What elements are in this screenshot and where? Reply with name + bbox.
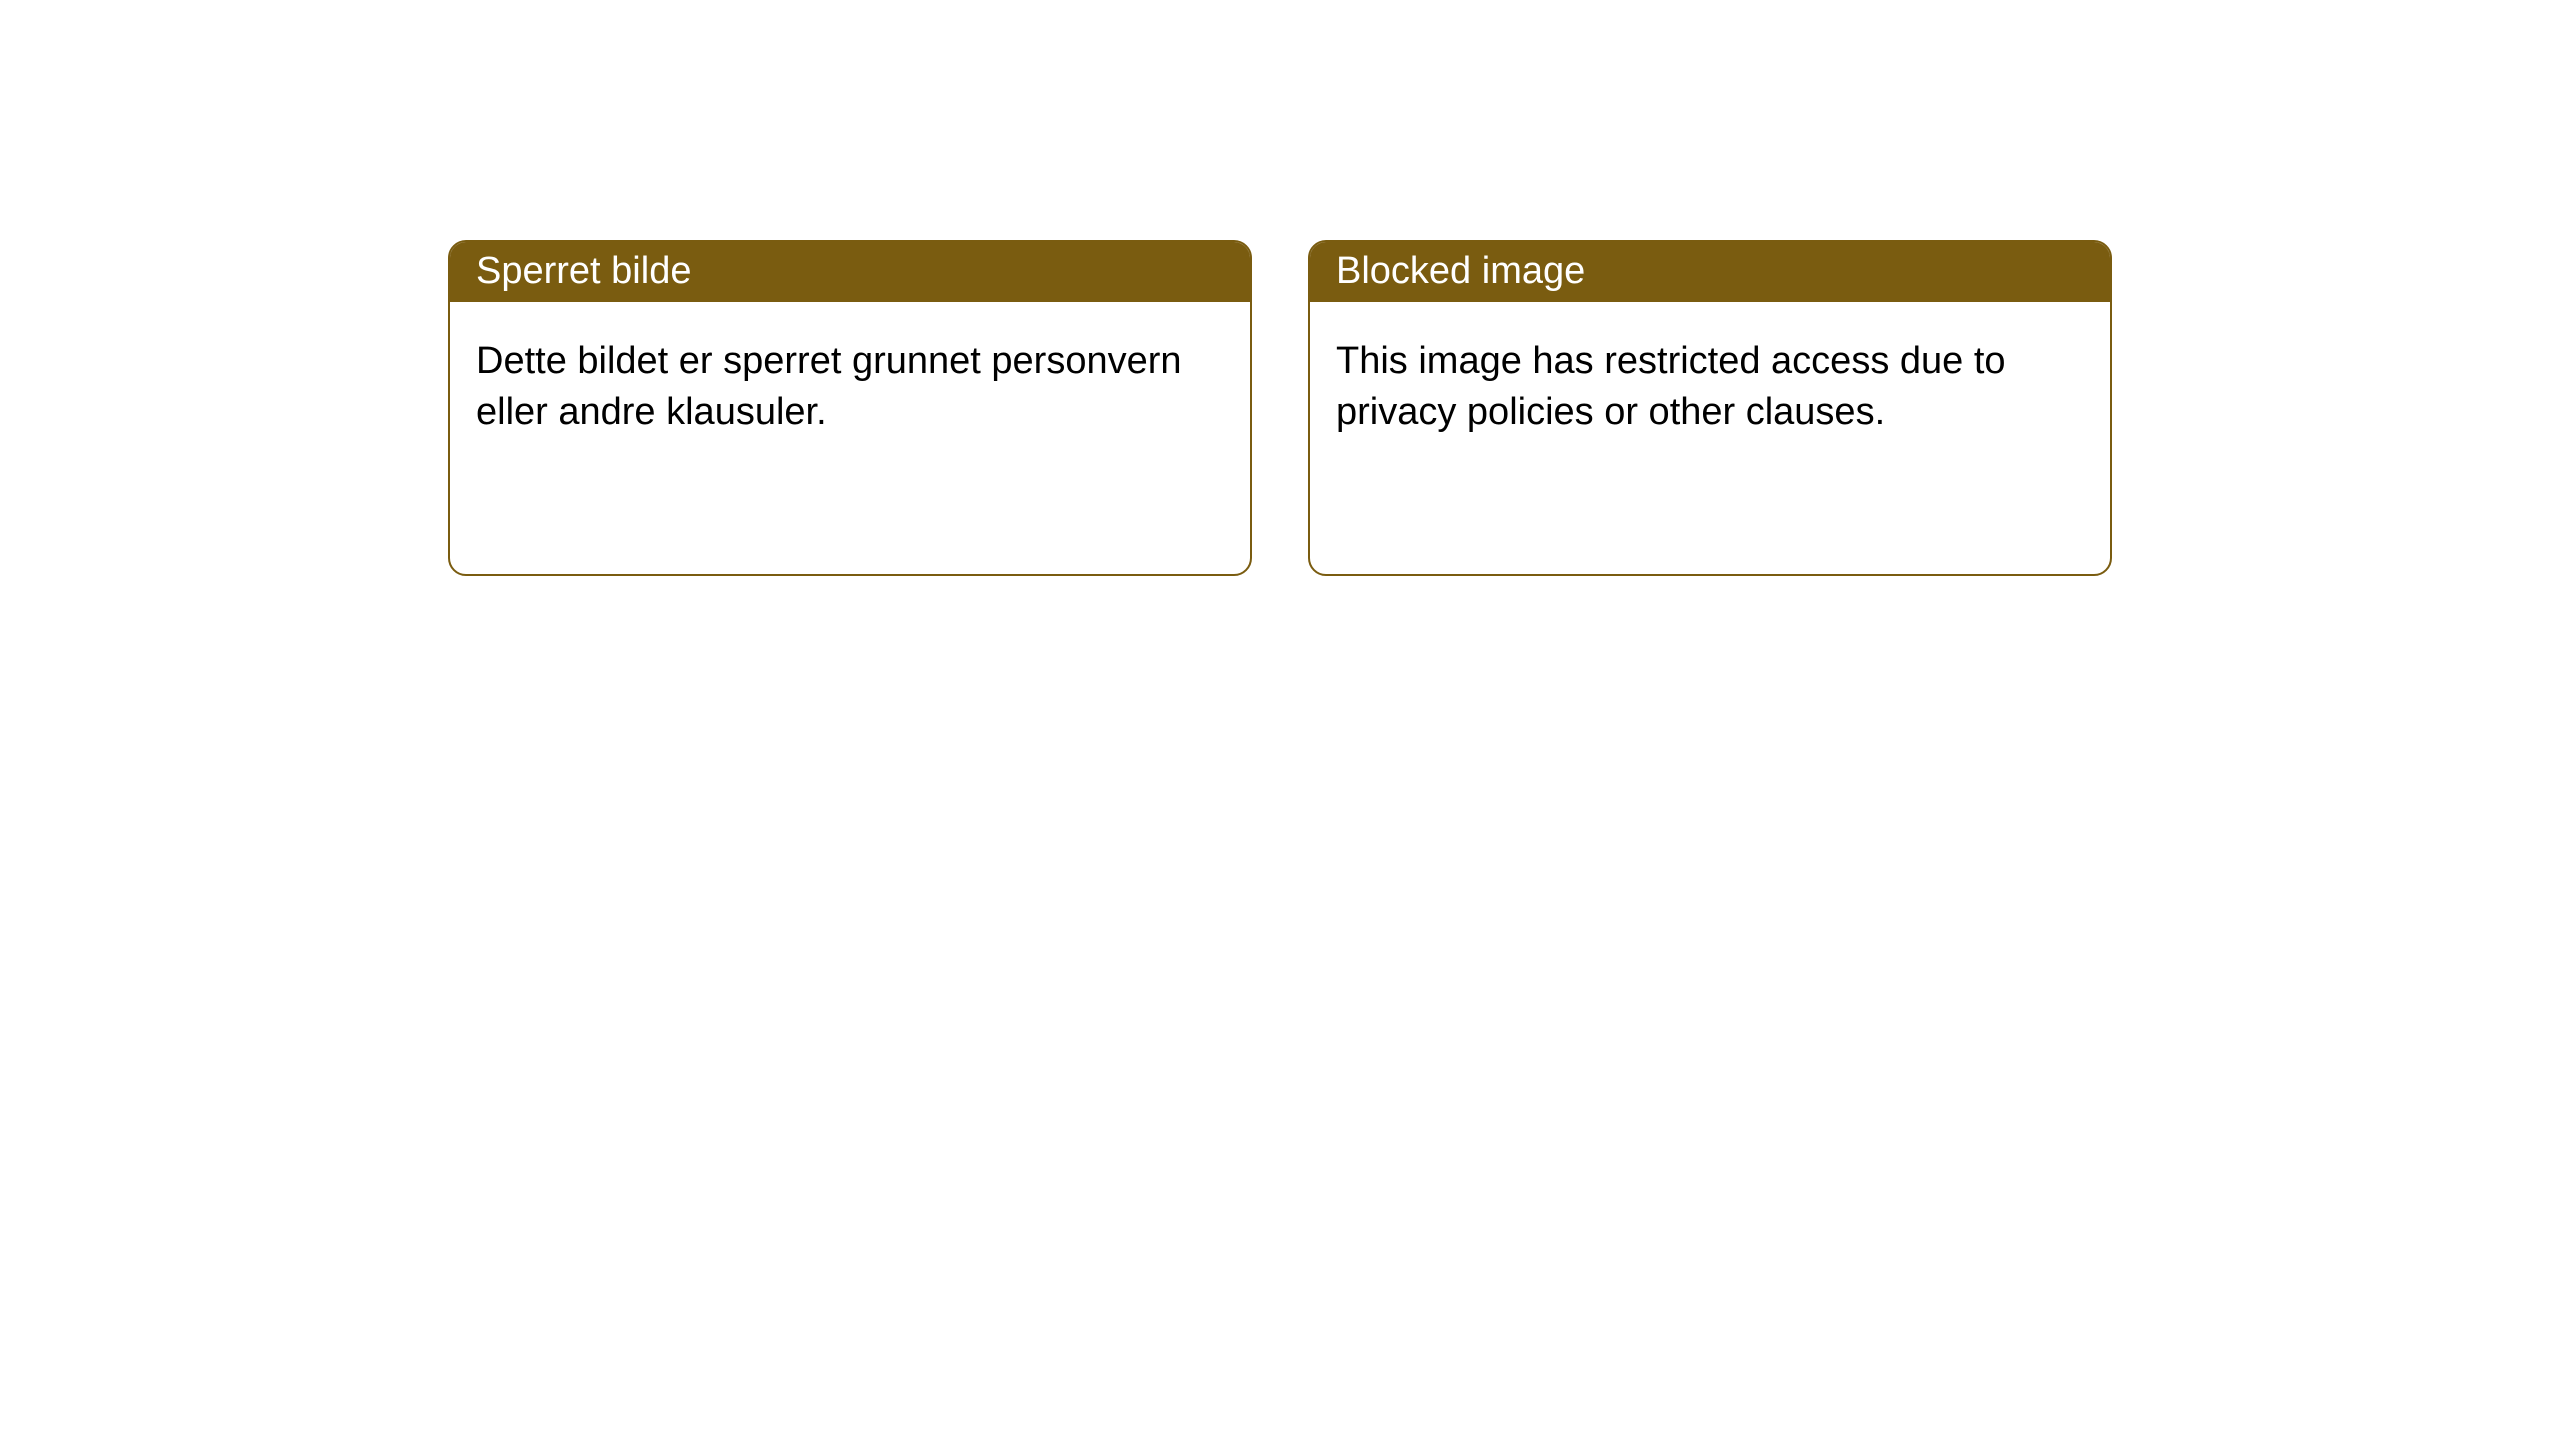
notice-text-norwegian: Dette bildet er sperret grunnet personve… — [476, 340, 1182, 433]
notice-header-norwegian: Sperret bilde — [450, 242, 1250, 302]
notice-card-norwegian: Sperret bilde Dette bildet er sperret gr… — [448, 240, 1252, 576]
notice-title-norwegian: Sperret bilde — [476, 250, 691, 293]
notice-title-english: Blocked image — [1336, 250, 1585, 293]
blocked-image-notices: Sperret bilde Dette bildet er sperret gr… — [448, 240, 2560, 576]
notice-body-norwegian: Dette bildet er sperret grunnet personve… — [450, 302, 1250, 465]
notice-header-english: Blocked image — [1310, 242, 2110, 302]
notice-body-english: This image has restricted access due to … — [1310, 302, 2110, 465]
notice-card-english: Blocked image This image has restricted … — [1308, 240, 2112, 576]
notice-text-english: This image has restricted access due to … — [1336, 340, 2006, 433]
